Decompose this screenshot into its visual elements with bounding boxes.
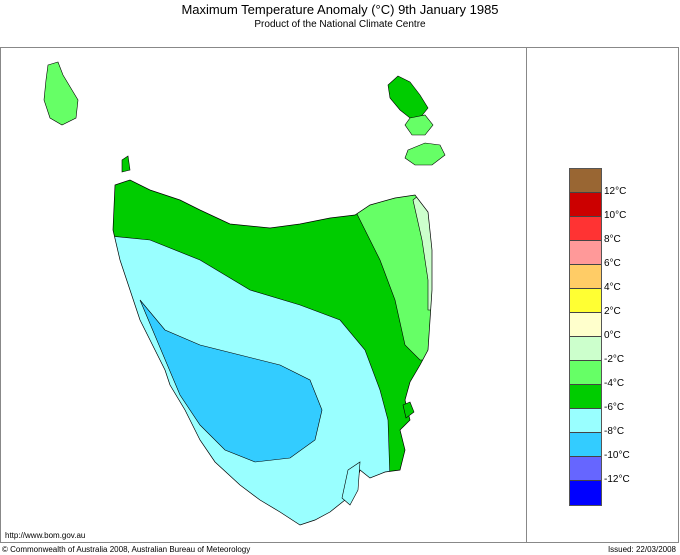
legend-label: -8°C [604,426,625,437]
map-title: Maximum Temperature Anomaly (°C) 9th Jan… [181,2,499,17]
flinders-island-south [404,114,434,136]
copyright: © Commonwealth of Australia 2008, Austra… [2,545,251,554]
panel-divider [526,47,527,543]
legend-swatch [570,433,601,457]
legend-label: -2°C [604,354,625,365]
legend-label: 10°C [604,210,627,221]
legend-label: 6°C [604,258,621,269]
flinders-island [387,75,429,119]
region-north-west [113,180,432,481]
king-island [43,61,79,126]
legend-swatch [570,217,601,241]
bruny-island [341,461,361,506]
legend-swatch [570,193,601,217]
cape-barren-island [404,142,446,166]
legend-label: -12°C [604,474,630,485]
maria-island [402,401,415,419]
robbins-island [121,155,131,173]
legend-label: -6°C [604,402,625,413]
source-url[interactable]: http://www.bom.gov.au [5,531,86,540]
legend-swatch [570,385,601,409]
legend-swatch [570,169,601,193]
legend-label: -4°C [604,378,625,389]
legend-label: 0°C [604,330,621,341]
map-frame [0,47,679,543]
map-subtitle: Product of the National Climate Centre [254,19,426,30]
legend-label: 4°C [604,282,621,293]
legend-swatch [570,457,601,481]
legend-swatch [570,409,601,433]
issued-date: Issued: 22/03/2008 [607,545,676,554]
legend-label: 2°C [604,306,621,317]
legend-label: 12°C [604,186,627,197]
legend-swatch [570,361,601,385]
legend-swatch [570,289,601,313]
legend-swatch [570,313,601,337]
region-south-west [139,299,323,463]
legend-swatch [570,337,601,361]
legend-swatch [570,265,601,289]
legend-swatch [570,241,601,265]
legend-label: 8°C [604,234,621,245]
legend-swatch [570,481,601,505]
legend-colorbar [569,168,602,506]
legend-label: -10°C [604,450,630,461]
